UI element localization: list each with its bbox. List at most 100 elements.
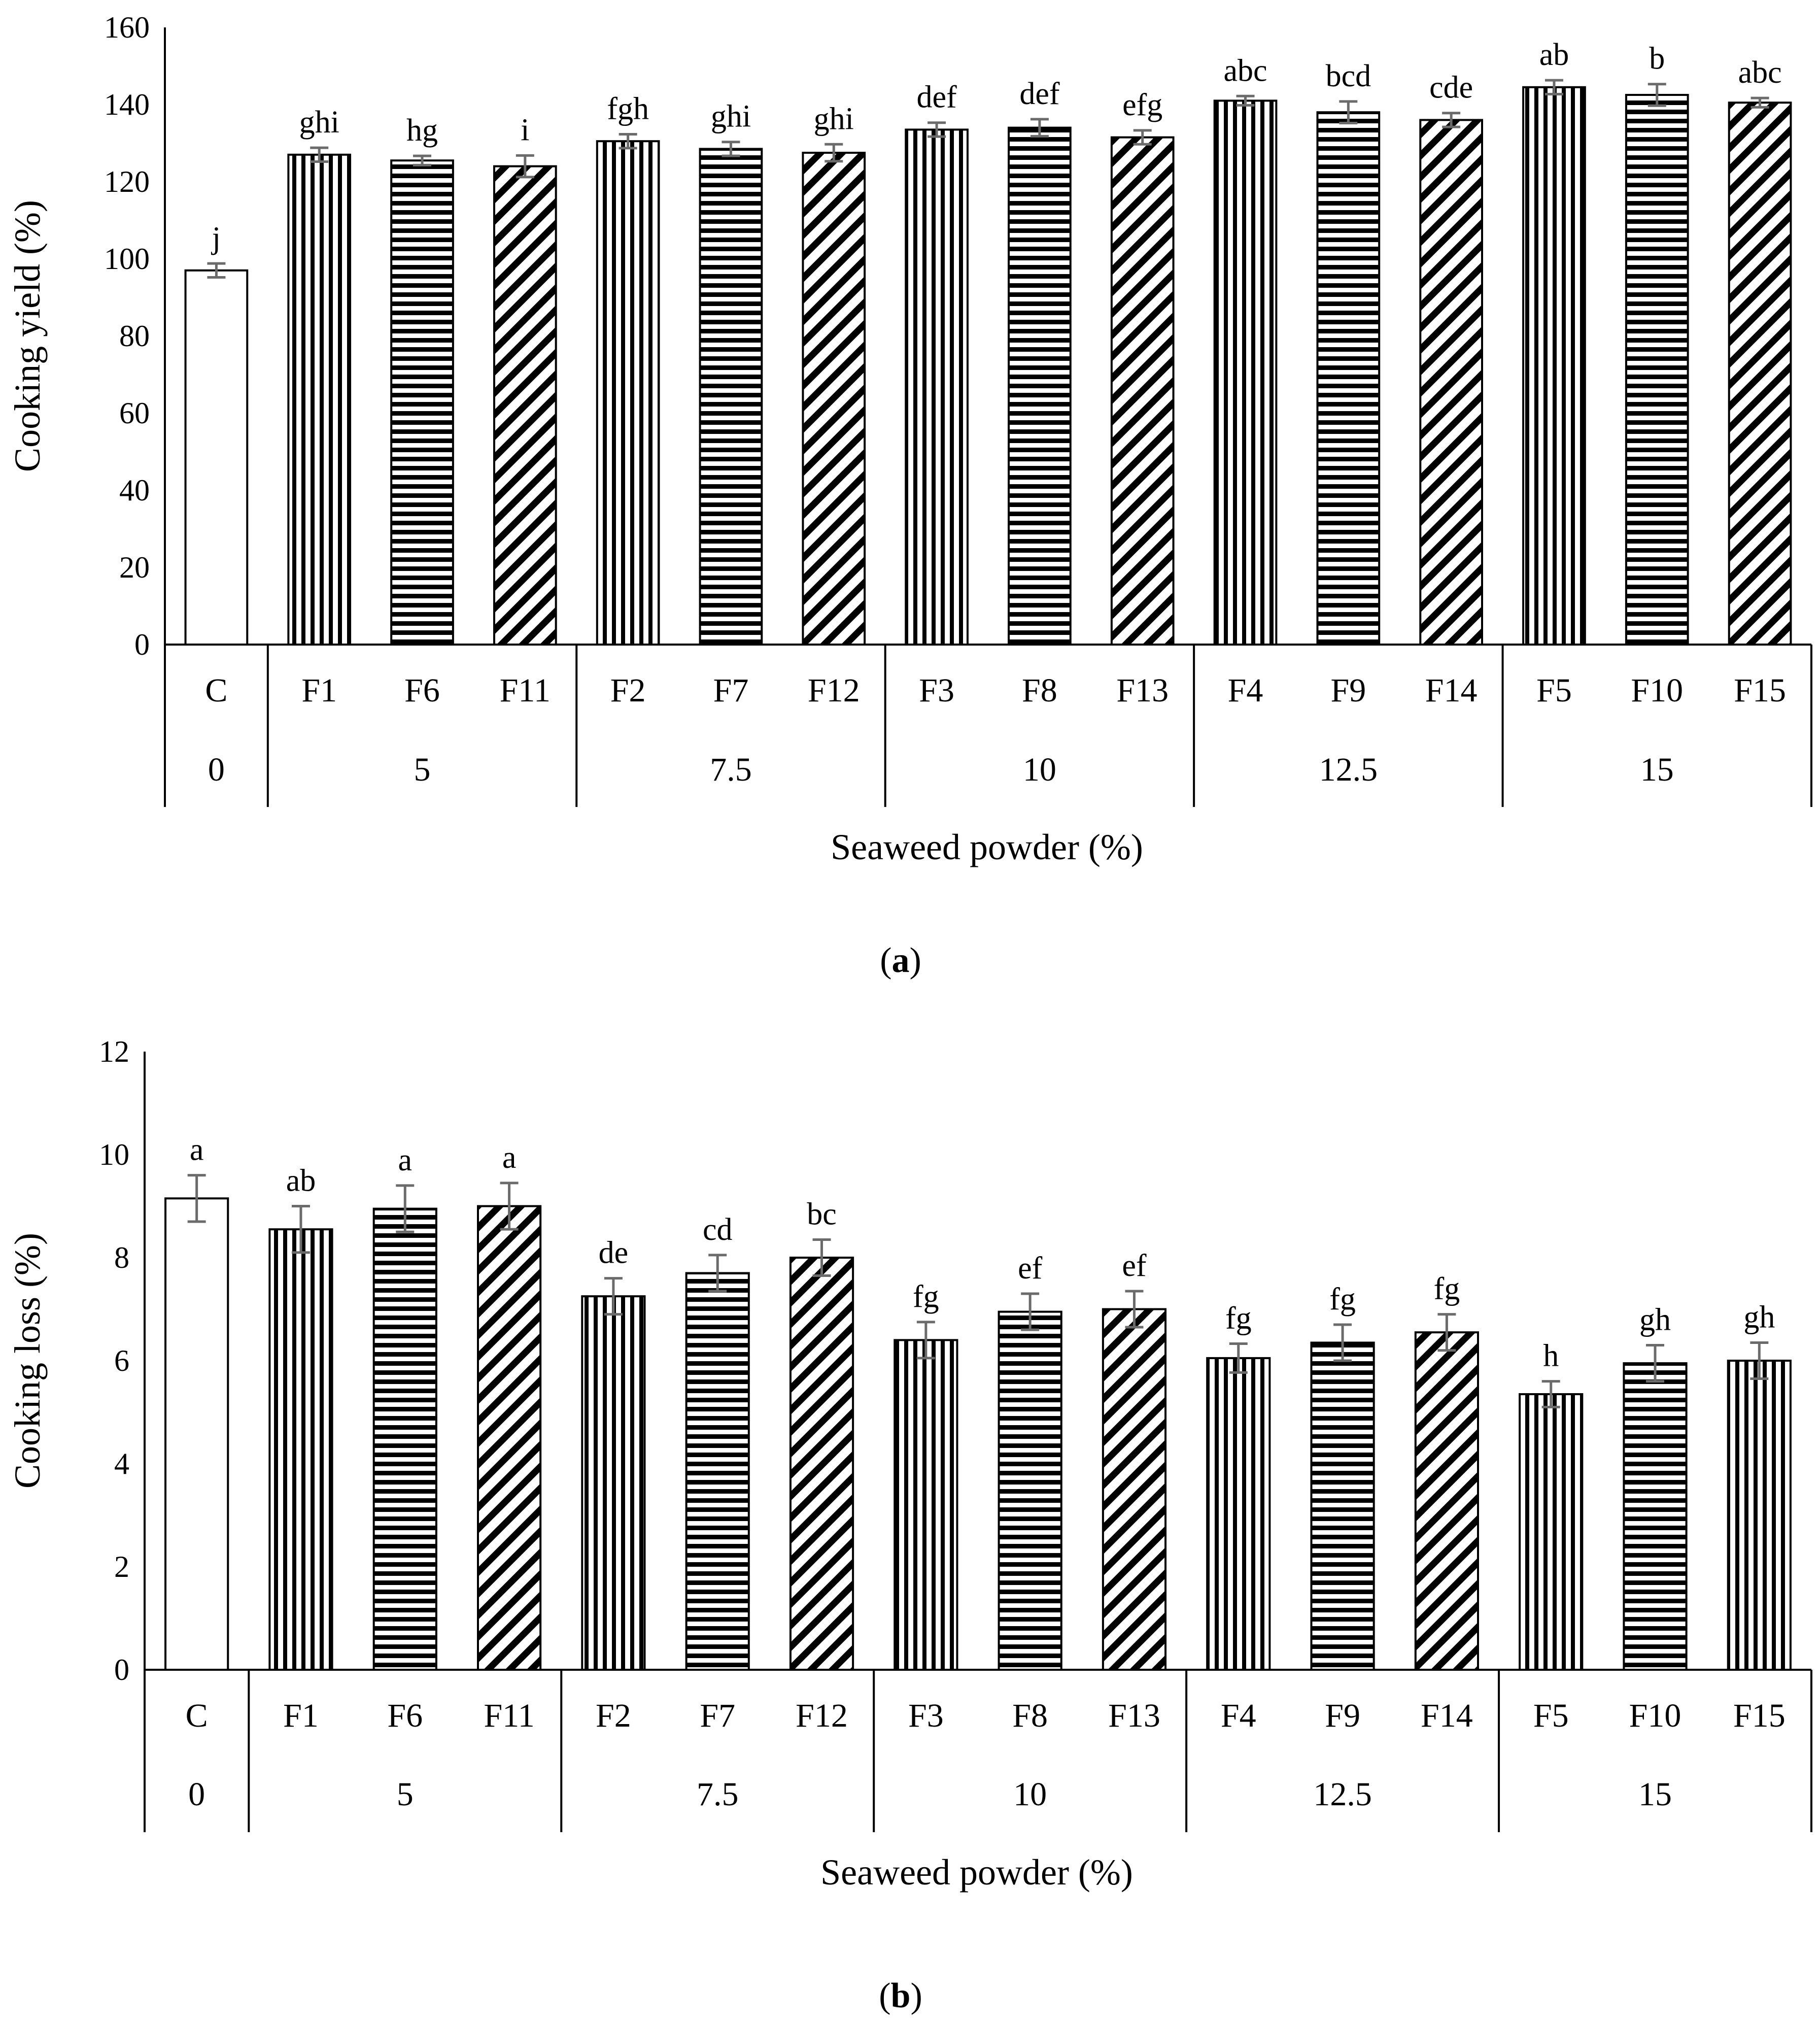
significance-letter: def: [917, 80, 957, 115]
error-bar: [516, 154, 534, 179]
bar-F1: [287, 153, 352, 646]
bar-C: [164, 1197, 229, 1671]
error-bar: [1133, 129, 1152, 146]
x-group-label: 7.5: [710, 751, 752, 788]
error-bar: [187, 1174, 206, 1223]
bar-F13: [1110, 136, 1175, 646]
error-bar: [207, 262, 226, 279]
significance-letter: fg: [1225, 1301, 1252, 1336]
x-category-label: F6: [404, 672, 440, 709]
bar-F10: [1623, 1362, 1688, 1671]
significance-letter: fg: [1329, 1282, 1356, 1317]
x-group-label: 10: [1013, 1776, 1047, 1813]
x-category-label: F5: [1536, 672, 1572, 709]
error-bar: [1442, 112, 1461, 128]
error-bar: [396, 1184, 415, 1233]
error-bar: [310, 146, 329, 163]
y-tick-label: 0: [134, 628, 150, 661]
x-group-label: 15: [1640, 751, 1674, 788]
significance-letter: efg: [1122, 88, 1162, 122]
x-category-label: F13: [1116, 672, 1169, 709]
panel-label-letter: a: [892, 941, 910, 980]
significance-letter: b: [1649, 42, 1665, 76]
error-bar: [1646, 1344, 1665, 1383]
y-tick-label: 20: [119, 551, 150, 584]
significance-letter: gh: [1743, 1300, 1775, 1334]
error-bar: [1544, 79, 1563, 95]
x-group-label: 15: [1638, 1776, 1672, 1813]
significance-letter: a: [502, 1140, 517, 1175]
y-tick-label: 60: [119, 396, 150, 430]
bar-F13: [1102, 1308, 1167, 1671]
bar-F2: [581, 1295, 646, 1671]
x-category-label: F7: [700, 1697, 735, 1734]
y-tick-label: 100: [104, 242, 150, 276]
x-category-label: F9: [1325, 1697, 1360, 1734]
error-bar: [1647, 83, 1666, 107]
x-category-label: F10: [1631, 672, 1683, 709]
y-tick-label: 4: [114, 1447, 129, 1480]
x-category-label: F5: [1533, 1697, 1569, 1734]
panel-label-open: (: [879, 1976, 890, 2015]
bar-F14: [1414, 1331, 1479, 1671]
error-bar: [1339, 100, 1358, 124]
x-category-label: F9: [1330, 672, 1366, 709]
significance-letter: ghi: [711, 99, 751, 134]
error-bar: [722, 141, 740, 157]
significance-letter: hg: [406, 113, 438, 148]
significance-letter: ghi: [299, 105, 339, 140]
x-category-label: F10: [1629, 1697, 1681, 1734]
significance-letter: h: [1543, 1339, 1559, 1373]
panel-label-close: ): [910, 941, 921, 980]
significance-letter: cd: [703, 1212, 733, 1247]
bar-F12: [802, 152, 866, 646]
bar-F5: [1519, 1393, 1584, 1671]
x-category-label: F13: [1108, 1697, 1160, 1734]
bar-F4: [1206, 1357, 1271, 1671]
error-bar: [812, 1238, 831, 1277]
bar-F2: [596, 140, 660, 646]
y-tick-label: 10: [99, 1138, 129, 1171]
error-bar: [928, 121, 946, 138]
x-category-label: F1: [301, 672, 337, 709]
x-category-label: F11: [500, 672, 551, 709]
significance-letter: ab: [286, 1164, 316, 1198]
x-group-label: 7.5: [697, 1776, 739, 1813]
error-bar: [619, 133, 637, 150]
bar-F9: [1310, 1341, 1375, 1671]
x-category-label: C: [205, 672, 227, 709]
y-tick-label: 120: [104, 165, 150, 198]
error-bar: [1750, 1341, 1769, 1380]
panel-label-open: (: [880, 941, 891, 980]
significance-letter: fg: [1434, 1272, 1460, 1306]
x-group-label: 5: [397, 1776, 414, 1813]
x-group-label: 0: [208, 751, 225, 788]
error-bar: [291, 1205, 310, 1254]
error-bar: [500, 1182, 519, 1231]
bar-C: [184, 269, 249, 646]
significance-letter: gh: [1639, 1303, 1671, 1337]
bar-F7: [699, 148, 763, 646]
significance-letter: bcd: [1326, 59, 1371, 93]
y-tick-label: 2: [114, 1550, 129, 1583]
x-category-label: F11: [484, 1697, 534, 1734]
significance-letter: ef: [1122, 1249, 1147, 1283]
error-bar: [1750, 96, 1769, 109]
significance-letter: bc: [807, 1197, 837, 1231]
x-category-label: F2: [610, 672, 646, 709]
x-category-label: F12: [796, 1697, 848, 1734]
bar-F8: [998, 1310, 1062, 1671]
y-tick-label: 8: [114, 1241, 129, 1274]
y-tick-label: 12: [99, 1035, 129, 1068]
x-group-label: 10: [1023, 751, 1056, 788]
significance-letter: ghi: [814, 102, 854, 136]
x-category-label: F1: [283, 1697, 319, 1734]
significance-letter: fgh: [607, 92, 649, 126]
bar-F10: [1625, 94, 1689, 646]
y-tick-label: 160: [104, 11, 150, 44]
significance-letter: ab: [1539, 38, 1569, 72]
error-bar: [413, 154, 432, 166]
bar-F15: [1727, 1360, 1792, 1671]
y-tick-label: 80: [119, 319, 150, 353]
panel-label-close: ): [910, 1976, 922, 2015]
